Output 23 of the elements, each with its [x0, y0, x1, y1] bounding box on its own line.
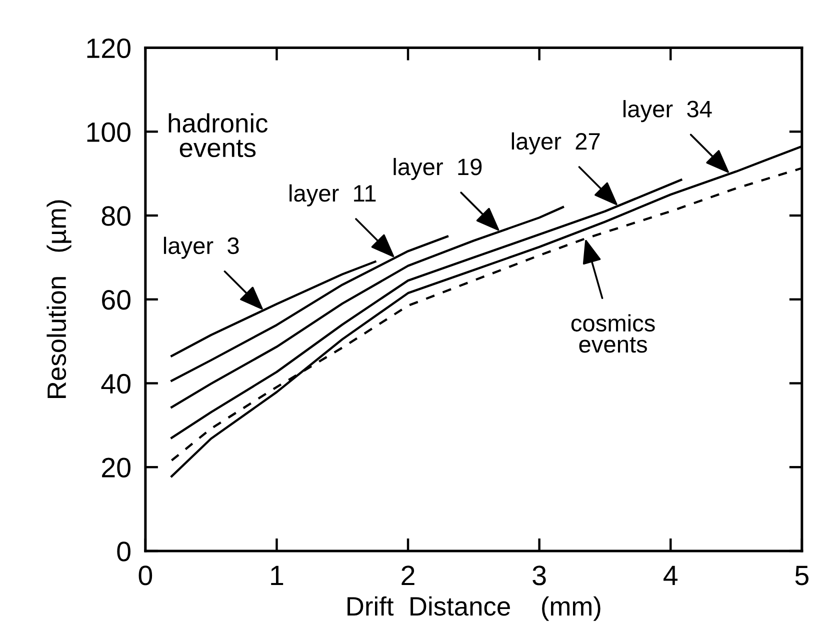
annotation: layer 34 [624, 100, 712, 122]
x-tick-label: 1 [271, 566, 284, 586]
x-tick-label: 2 [402, 566, 414, 586]
y-tick-label: 0 [117, 542, 130, 562]
x-tick-label: 5 [795, 566, 808, 586]
y-tick-label: 20 [102, 458, 130, 478]
y-tick-label: 100 [87, 122, 130, 142]
y-tick-label: 80 [102, 206, 130, 226]
annotation: hadronic events [168, 113, 268, 158]
y-tick-label: 120 [87, 38, 130, 58]
y-tick-label: 60 [102, 290, 130, 310]
y-axis-title: Resolution (µm) [46, 200, 72, 398]
y-tick-label: 40 [101, 374, 130, 394]
x-tick-label: 3 [532, 566, 546, 586]
line-series [170, 260, 376, 358]
annotation: layer 11 [290, 184, 376, 206]
x-axis-title: Drift Distance (mm) [348, 596, 600, 621]
x-tick-label: 4 [664, 566, 678, 586]
annotation: layer 3 [164, 236, 239, 259]
annotation: layer 19 [394, 158, 482, 180]
x-tick-label: 0 [138, 566, 152, 586]
annotation: layer 27 [512, 132, 600, 154]
annotation: cosmics events [571, 314, 655, 353]
